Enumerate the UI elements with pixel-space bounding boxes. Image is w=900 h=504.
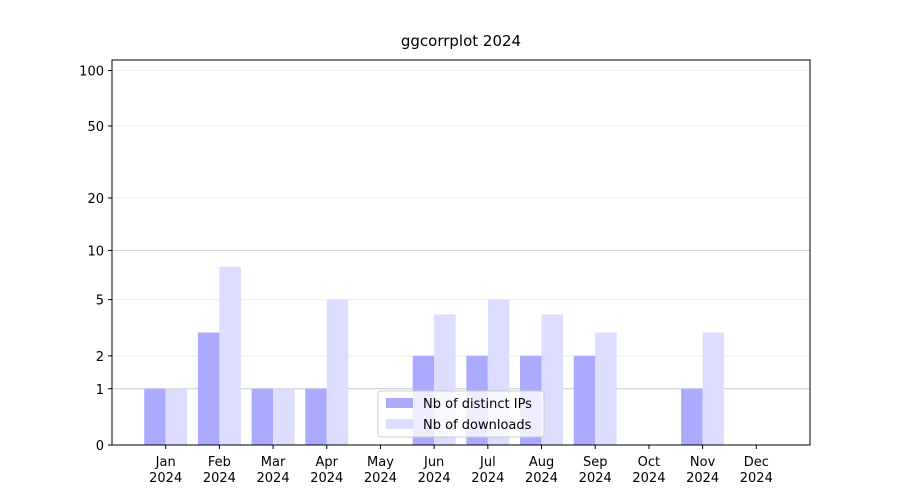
x-tick-month: Jul: [479, 455, 496, 470]
bar: [144, 388, 166, 445]
x-tick-year: 2024: [257, 471, 290, 486]
x-tick-label: Aug 2024: [525, 455, 558, 486]
x-tick-label: Mar 2024: [257, 455, 290, 486]
y-tick-label: 0: [96, 439, 104, 454]
bar: [197, 332, 220, 445]
x-tick-year: 2024: [418, 471, 451, 486]
x-tick-year: 2024: [740, 471, 773, 486]
x-tick-year: 2024: [686, 471, 719, 486]
bar: [326, 299, 349, 445]
x-tick-month: Apr: [316, 455, 339, 470]
x-tick-label: Jan 2024: [149, 455, 182, 486]
x-tick-label: May 2024: [364, 455, 397, 486]
y-tick-label: 5: [96, 294, 104, 309]
bar: [305, 388, 327, 445]
y-tick-label: 50: [87, 120, 104, 135]
x-tick-month: Nov: [690, 455, 716, 470]
x-tick-month: Mar: [261, 455, 286, 470]
x-tick-label: Dec 2024: [740, 455, 773, 486]
x-tick-label: Oct 2024: [632, 455, 665, 486]
bar: [541, 314, 564, 445]
x-tick-year: 2024: [471, 471, 504, 486]
x-tick-year: 2024: [203, 471, 236, 486]
y-tick-label: 20: [87, 192, 104, 207]
x-tick-month: Dec: [744, 455, 769, 470]
bar: [595, 332, 617, 445]
x-tick-month: Feb: [208, 455, 231, 470]
x-tick-year: 2024: [525, 471, 558, 486]
x-tick-label: Jul 2024: [471, 455, 504, 486]
x-tick-year: 2024: [149, 471, 182, 486]
x-tick-year: 2024: [632, 471, 665, 486]
y-tick-label: 2: [96, 350, 104, 365]
x-tick-month: May: [367, 455, 394, 470]
bar: [573, 355, 596, 445]
x-tick-label: Nov 2024: [686, 455, 719, 486]
bar: [681, 388, 703, 445]
x-tick-label: Feb 2024: [203, 455, 236, 486]
x-tick-year: 2024: [579, 471, 612, 486]
legend-box: [377, 390, 545, 438]
legend-swatch: [386, 398, 413, 408]
legend-label: Nb of downloads: [423, 418, 532, 433]
x-tick-month: Jun: [423, 455, 444, 470]
y-tick-label: 100: [79, 65, 104, 80]
y-tick-label: 1: [96, 383, 104, 398]
bar: [219, 266, 241, 445]
bar: [702, 332, 725, 445]
x-tick-month: Jan: [155, 455, 176, 470]
bar: [273, 388, 295, 445]
x-tick-month: Oct: [638, 455, 660, 470]
bar: [251, 388, 274, 445]
x-tick-month: Aug: [529, 455, 554, 470]
x-tick-year: 2024: [310, 471, 343, 486]
x-tick-label: Apr 2024: [310, 455, 343, 486]
x-tick-label: Jun 2024: [418, 455, 451, 486]
legend-label: Nb of distinct IPs: [423, 397, 532, 412]
x-tick-label: Sep 2024: [579, 455, 612, 486]
legend-swatch: [386, 419, 413, 429]
x-tick-month: Sep: [583, 455, 608, 470]
bar: [165, 388, 188, 445]
chart-title: ggcorrplot 2024: [401, 32, 521, 50]
x-tick-year: 2024: [364, 471, 397, 486]
y-tick-label: 10: [87, 244, 104, 259]
plot-frame: [111, 59, 811, 446]
